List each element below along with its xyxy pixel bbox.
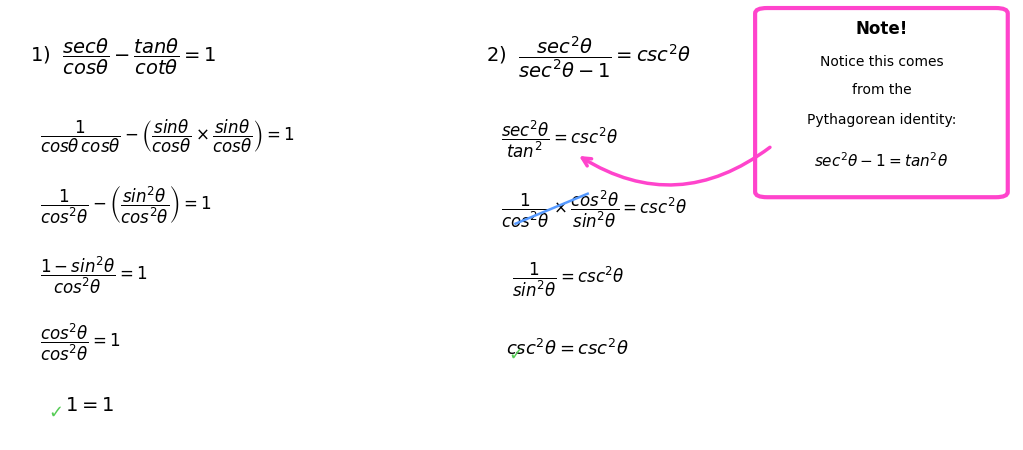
Text: $\dfrac{1 - sin^2\theta}{cos^2\theta} = 1$: $\dfrac{1 - sin^2\theta}{cos^2\theta} = … — [40, 255, 147, 297]
Text: $csc^2\theta = csc^2\theta$: $csc^2\theta = csc^2\theta$ — [506, 338, 629, 359]
Text: 2)  $\dfrac{sec^2\theta}{sec^2\theta-1} = csc^2\theta$: 2) $\dfrac{sec^2\theta}{sec^2\theta-1} =… — [487, 35, 692, 80]
Text: $\dfrac{cos^2\theta}{cos^2\theta} = 1$: $\dfrac{cos^2\theta}{cos^2\theta} = 1$ — [40, 321, 121, 363]
Text: $\dfrac{sec^2\theta}{tan^2} = csc^2\theta$: $\dfrac{sec^2\theta}{tan^2} = csc^2\thet… — [501, 118, 619, 160]
Text: from the: from the — [851, 84, 911, 98]
Text: ✓: ✓ — [48, 403, 63, 421]
FancyBboxPatch shape — [755, 8, 1008, 197]
Text: $\dfrac{1}{cos^2\theta} \times \dfrac{cos^2\theta}{sin^2\theta} = csc^2\theta$: $\dfrac{1}{cos^2\theta} \times \dfrac{co… — [501, 189, 687, 230]
Text: Note!: Note! — [855, 20, 907, 38]
Text: ✓: ✓ — [508, 346, 524, 364]
Text: Pythagorean identity:: Pythagorean identity: — [807, 113, 957, 127]
Text: $\dfrac{1}{cos^2\theta} - \left(\dfrac{sin^2\theta}{cos^2\theta}\right) = 1$: $\dfrac{1}{cos^2\theta} - \left(\dfrac{s… — [40, 184, 212, 226]
Text: 1)  $\dfrac{sec\theta}{cos\theta} - \dfrac{tan\theta}{cot\theta} = 1$: 1) $\dfrac{sec\theta}{cos\theta} - \dfra… — [31, 37, 217, 77]
Text: $sec^2\theta - 1 = tan^2\theta$: $sec^2\theta - 1 = tan^2\theta$ — [814, 152, 948, 171]
Text: $\dfrac{1}{sin^2\theta} = csc^2\theta$: $\dfrac{1}{sin^2\theta} = csc^2\theta$ — [512, 261, 624, 299]
Text: $1 = 1$: $1 = 1$ — [65, 396, 115, 415]
Text: $\dfrac{1}{cos\theta\,cos\theta} - \left(\dfrac{sin\theta}{cos\theta} \times \df: $\dfrac{1}{cos\theta\,cos\theta} - \left… — [40, 118, 295, 155]
Text: Notice this comes: Notice this comes — [819, 55, 943, 69]
